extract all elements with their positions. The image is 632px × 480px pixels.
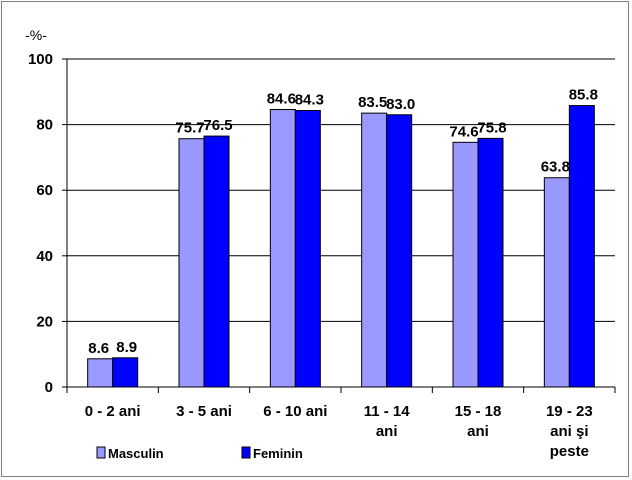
x-tick-label: 11 - 14 (364, 403, 411, 420)
legend: Masculin Feminin (96, 446, 303, 461)
bars (87, 105, 595, 388)
data-label: 85.8 (569, 87, 598, 104)
bar-feminin (568, 105, 595, 388)
y-tick-label: 20 (36, 313, 53, 330)
bar-feminin (112, 357, 139, 388)
bar-feminin (477, 137, 504, 388)
x-tick-label: 19 - 23 (546, 403, 593, 420)
bar-masculin (269, 109, 296, 388)
data-label: 83.0 (386, 96, 415, 113)
legend-label: Feminin (253, 446, 303, 461)
data-label: 83.5 (358, 94, 387, 111)
data-label: 75.7 (175, 120, 204, 137)
data-label: 76.5 (203, 117, 232, 134)
y-tick-label: 40 (36, 248, 53, 265)
gridlines (67, 58, 615, 322)
data-label: 84.3 (295, 91, 324, 108)
x-tick-label: ani (376, 423, 398, 440)
bar-masculin (87, 358, 114, 388)
bar-feminin (386, 114, 413, 388)
bar-masculin (543, 177, 570, 388)
y-tick-label: 0 (45, 379, 53, 396)
bar-masculin (452, 141, 479, 388)
bar-feminin (203, 135, 230, 388)
x-tick-label: ani şi (550, 423, 588, 440)
y-tick-label: 80 (36, 117, 53, 134)
x-tick-label: peste (550, 443, 589, 460)
bar-masculin (361, 112, 388, 388)
y-tick-label: 60 (36, 182, 53, 199)
data-label: 8.9 (116, 339, 137, 356)
y-tick-label: 100 (28, 51, 53, 68)
x-tick-label: 0 - 2 ani (85, 403, 141, 420)
legend-label: Masculin (108, 446, 164, 461)
data-label: 63.8 (541, 159, 570, 176)
legend-swatch (241, 446, 251, 459)
data-label: 8.6 (88, 340, 109, 357)
x-tick-label: 6 - 10 ani (263, 403, 327, 420)
data-label: 84.6 (267, 91, 296, 108)
x-axis: 0 - 2 ani 3 - 5 ani 6 - 10 ani 11 - 14 ani 15… (66, 386, 616, 460)
x-tick-label: 3 - 5 ani (176, 403, 232, 420)
data-labels: 8.6 75.7 84.6 83.5 74.6 63.8 8.9 76.5 84.3 83.0 75… (88, 87, 598, 357)
x-tick-label: 15 - 18 (455, 403, 502, 420)
bar-masculin (178, 138, 205, 388)
data-label: 74.6 (449, 123, 478, 140)
unit-label: -%- (25, 27, 47, 43)
bar-feminin (294, 109, 321, 388)
data-label: 75.8 (477, 119, 506, 136)
legend-swatch (96, 446, 106, 459)
x-tick-label: ani (467, 423, 489, 440)
y-axis: 0 20 40 60 80 100 (28, 51, 68, 396)
